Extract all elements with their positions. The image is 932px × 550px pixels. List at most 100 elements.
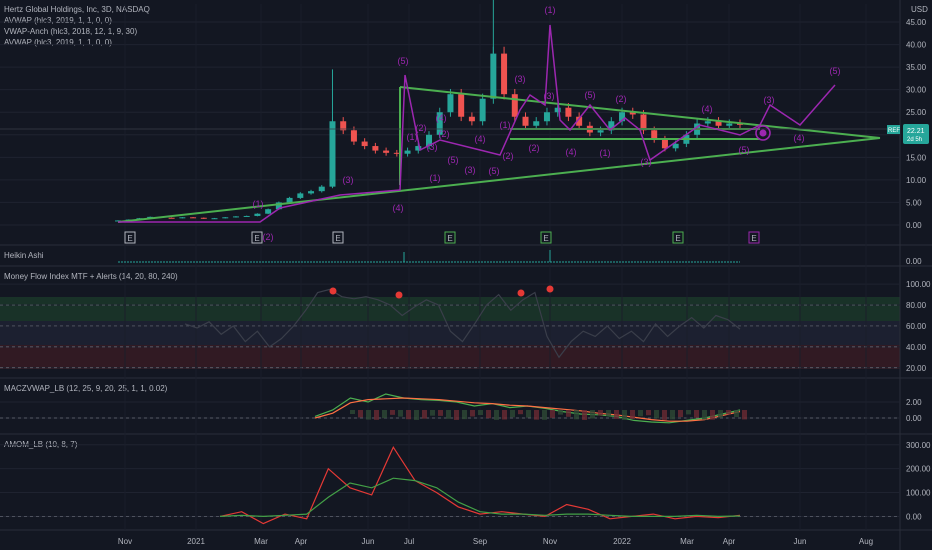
candle-body <box>436 112 443 135</box>
histogram-bar <box>702 410 707 420</box>
wave-label: (4) <box>393 203 404 213</box>
candle-body <box>383 150 390 153</box>
wave-label: (4) <box>794 133 805 143</box>
wave-label: (2) <box>503 151 514 161</box>
y-tick-label: 200.00 <box>906 465 931 474</box>
last-price-tag: REF 22.21 2d 5h <box>887 124 929 144</box>
target-circle-icon <box>755 125 771 141</box>
candle-body <box>597 130 604 133</box>
candle-body <box>468 116 475 122</box>
mfi-alert-dot <box>546 285 554 293</box>
candle-body <box>640 114 647 131</box>
histogram-bar <box>462 410 467 420</box>
wave-label: (1) <box>407 132 418 142</box>
candle-body <box>308 191 315 194</box>
histogram-bar <box>614 410 619 419</box>
histogram-bar <box>694 410 699 418</box>
histogram-bar <box>542 410 547 420</box>
event-marker <box>251 231 263 244</box>
event-marker-label: E <box>254 234 259 243</box>
candle-body <box>576 116 583 126</box>
candle-body <box>200 217 207 219</box>
x-tick-label: Mar <box>680 537 694 546</box>
y-tick-label: 40.00 <box>906 343 927 352</box>
y-tick-label: 2.00 <box>906 398 922 407</box>
event-marker-label: E <box>675 234 680 243</box>
candle-body <box>426 134 432 147</box>
x-tick-label: Nov <box>543 537 557 546</box>
pane-title-heikin: Heikin Ashi <box>4 251 44 260</box>
series-line <box>219 477 741 518</box>
histogram-bar <box>486 410 491 419</box>
event-marker-label: E <box>335 234 340 243</box>
y-tick-label: 10.00 <box>906 176 927 185</box>
x-tick-label: Jul <box>404 537 414 546</box>
price-tag-countdown: 2d 5h <box>907 137 922 143</box>
candle-body <box>275 202 282 210</box>
histogram-bar <box>478 410 483 416</box>
x-tick-label: 2022 <box>613 537 631 546</box>
wave-line <box>118 24 836 223</box>
candle-body <box>372 146 379 151</box>
wave-label: (3) <box>343 175 354 185</box>
histogram-bar <box>654 410 659 419</box>
histogram-bar <box>638 410 643 417</box>
amom-pane <box>219 445 741 525</box>
event-marker-label: E <box>127 234 132 243</box>
x-tick-label: Aug <box>859 537 873 546</box>
wave-label: (2) <box>616 94 627 104</box>
candle-body <box>490 53 497 99</box>
pane-title-macz: MACZVWAP_LB (12, 25, 9, 20, 25, 1, 1, 0.… <box>4 384 168 393</box>
candle-body <box>522 116 529 126</box>
histogram-bar <box>670 410 675 420</box>
candle-body <box>629 112 636 115</box>
histogram-bar <box>470 410 475 417</box>
wave-label: (3) <box>427 142 438 152</box>
candle-body <box>297 193 304 198</box>
price-tag-left: REF <box>888 128 900 134</box>
chart-title: Hertz Global Holdings, Inc, 3D, NASDAQ <box>4 5 150 14</box>
histogram-bar <box>718 410 723 418</box>
histogram-bar <box>430 410 435 416</box>
histogram-bar <box>590 410 595 419</box>
mfi-alert-dot <box>517 289 525 297</box>
series-line <box>219 445 741 525</box>
candle-body <box>222 217 229 219</box>
histogram-bar <box>390 410 395 415</box>
histogram-bar <box>422 410 427 419</box>
candle-body <box>619 112 626 122</box>
candle-body <box>404 150 411 154</box>
candle-body <box>726 123 733 126</box>
mfi-pane <box>184 285 741 359</box>
histogram-bar <box>414 410 419 420</box>
candle-body <box>501 53 508 95</box>
histogram-bar <box>646 410 651 416</box>
histogram-bar <box>358 410 363 418</box>
histogram-bar <box>622 410 627 420</box>
series-line <box>184 288 741 359</box>
resistance-trendline <box>399 86 881 139</box>
candle-body <box>554 107 561 113</box>
event-marker <box>540 231 552 244</box>
histogram-bar <box>710 410 715 420</box>
x-tick-label: Apr <box>295 537 308 546</box>
event-marker-label: E <box>751 234 756 243</box>
candle-body <box>179 217 186 219</box>
candle-body <box>479 98 486 122</box>
indicator-legend-2: VWAP-Anch (hlc3, 2018, 12, 1, 9, 30) <box>4 27 137 36</box>
event-marker <box>748 231 760 244</box>
event-marker <box>124 231 136 244</box>
histogram-bar <box>726 410 731 415</box>
histogram-bar <box>574 410 579 420</box>
event-marker-label: E <box>543 234 548 243</box>
wave-label: (5) <box>448 155 459 165</box>
y-tick-label: 80.00 <box>906 301 927 310</box>
y-tick-label: 100.00 <box>906 489 931 498</box>
histogram-bar <box>518 410 523 415</box>
elliott-wave-labels: (1)(2)(3)(4)(5)(1)(2)(1)(2)(3)(4)(5)(3)(… <box>253 5 841 242</box>
wave-label: (3) <box>544 91 555 101</box>
histogram-bar <box>526 410 531 418</box>
event-marker <box>444 231 456 244</box>
